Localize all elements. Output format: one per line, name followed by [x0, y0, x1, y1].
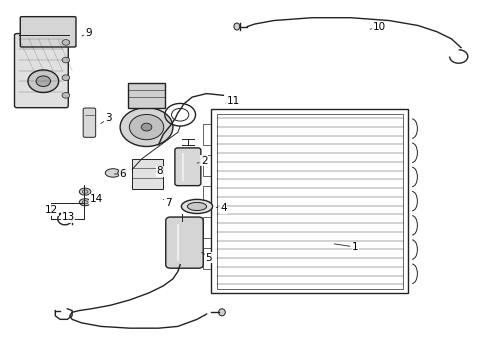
Text: 10: 10 [373, 22, 386, 32]
Bar [203, 217, 211, 238]
Ellipse shape [187, 202, 207, 211]
Ellipse shape [82, 201, 88, 204]
Bar [211, 109, 408, 293]
Ellipse shape [181, 199, 213, 213]
Circle shape [62, 93, 70, 98]
Bar [128, 83, 165, 108]
FancyBboxPatch shape [20, 17, 76, 47]
Text: 2: 2 [201, 156, 207, 166]
FancyBboxPatch shape [166, 217, 203, 268]
Bar [203, 248, 211, 270]
Bar [203, 123, 211, 145]
Circle shape [28, 70, 59, 93]
FancyBboxPatch shape [175, 148, 201, 186]
Text: 1: 1 [352, 242, 359, 252]
Text: 6: 6 [119, 169, 126, 179]
Circle shape [141, 123, 152, 131]
Text: 14: 14 [90, 194, 103, 204]
Ellipse shape [82, 190, 88, 193]
Text: 5: 5 [206, 253, 212, 262]
Ellipse shape [79, 188, 91, 195]
Text: 4: 4 [220, 203, 227, 213]
Text: 8: 8 [157, 166, 163, 176]
Text: 3: 3 [105, 113, 111, 123]
Circle shape [36, 76, 50, 86]
Circle shape [129, 114, 164, 140]
Circle shape [62, 57, 70, 63]
Bar [203, 186, 211, 207]
FancyBboxPatch shape [15, 33, 68, 108]
Bar [132, 159, 163, 189]
Text: 11: 11 [226, 96, 240, 105]
Text: 12: 12 [45, 205, 58, 215]
Ellipse shape [234, 23, 240, 30]
Ellipse shape [219, 309, 225, 316]
Circle shape [62, 75, 70, 81]
Text: 7: 7 [165, 198, 172, 208]
Bar [217, 114, 402, 289]
Text: 13: 13 [62, 212, 75, 222]
Text: 9: 9 [86, 28, 92, 38]
FancyBboxPatch shape [83, 108, 96, 137]
Ellipse shape [105, 169, 121, 177]
Circle shape [120, 108, 173, 147]
Circle shape [62, 40, 70, 45]
Ellipse shape [79, 199, 91, 206]
Ellipse shape [118, 170, 125, 176]
Bar [203, 154, 211, 176]
